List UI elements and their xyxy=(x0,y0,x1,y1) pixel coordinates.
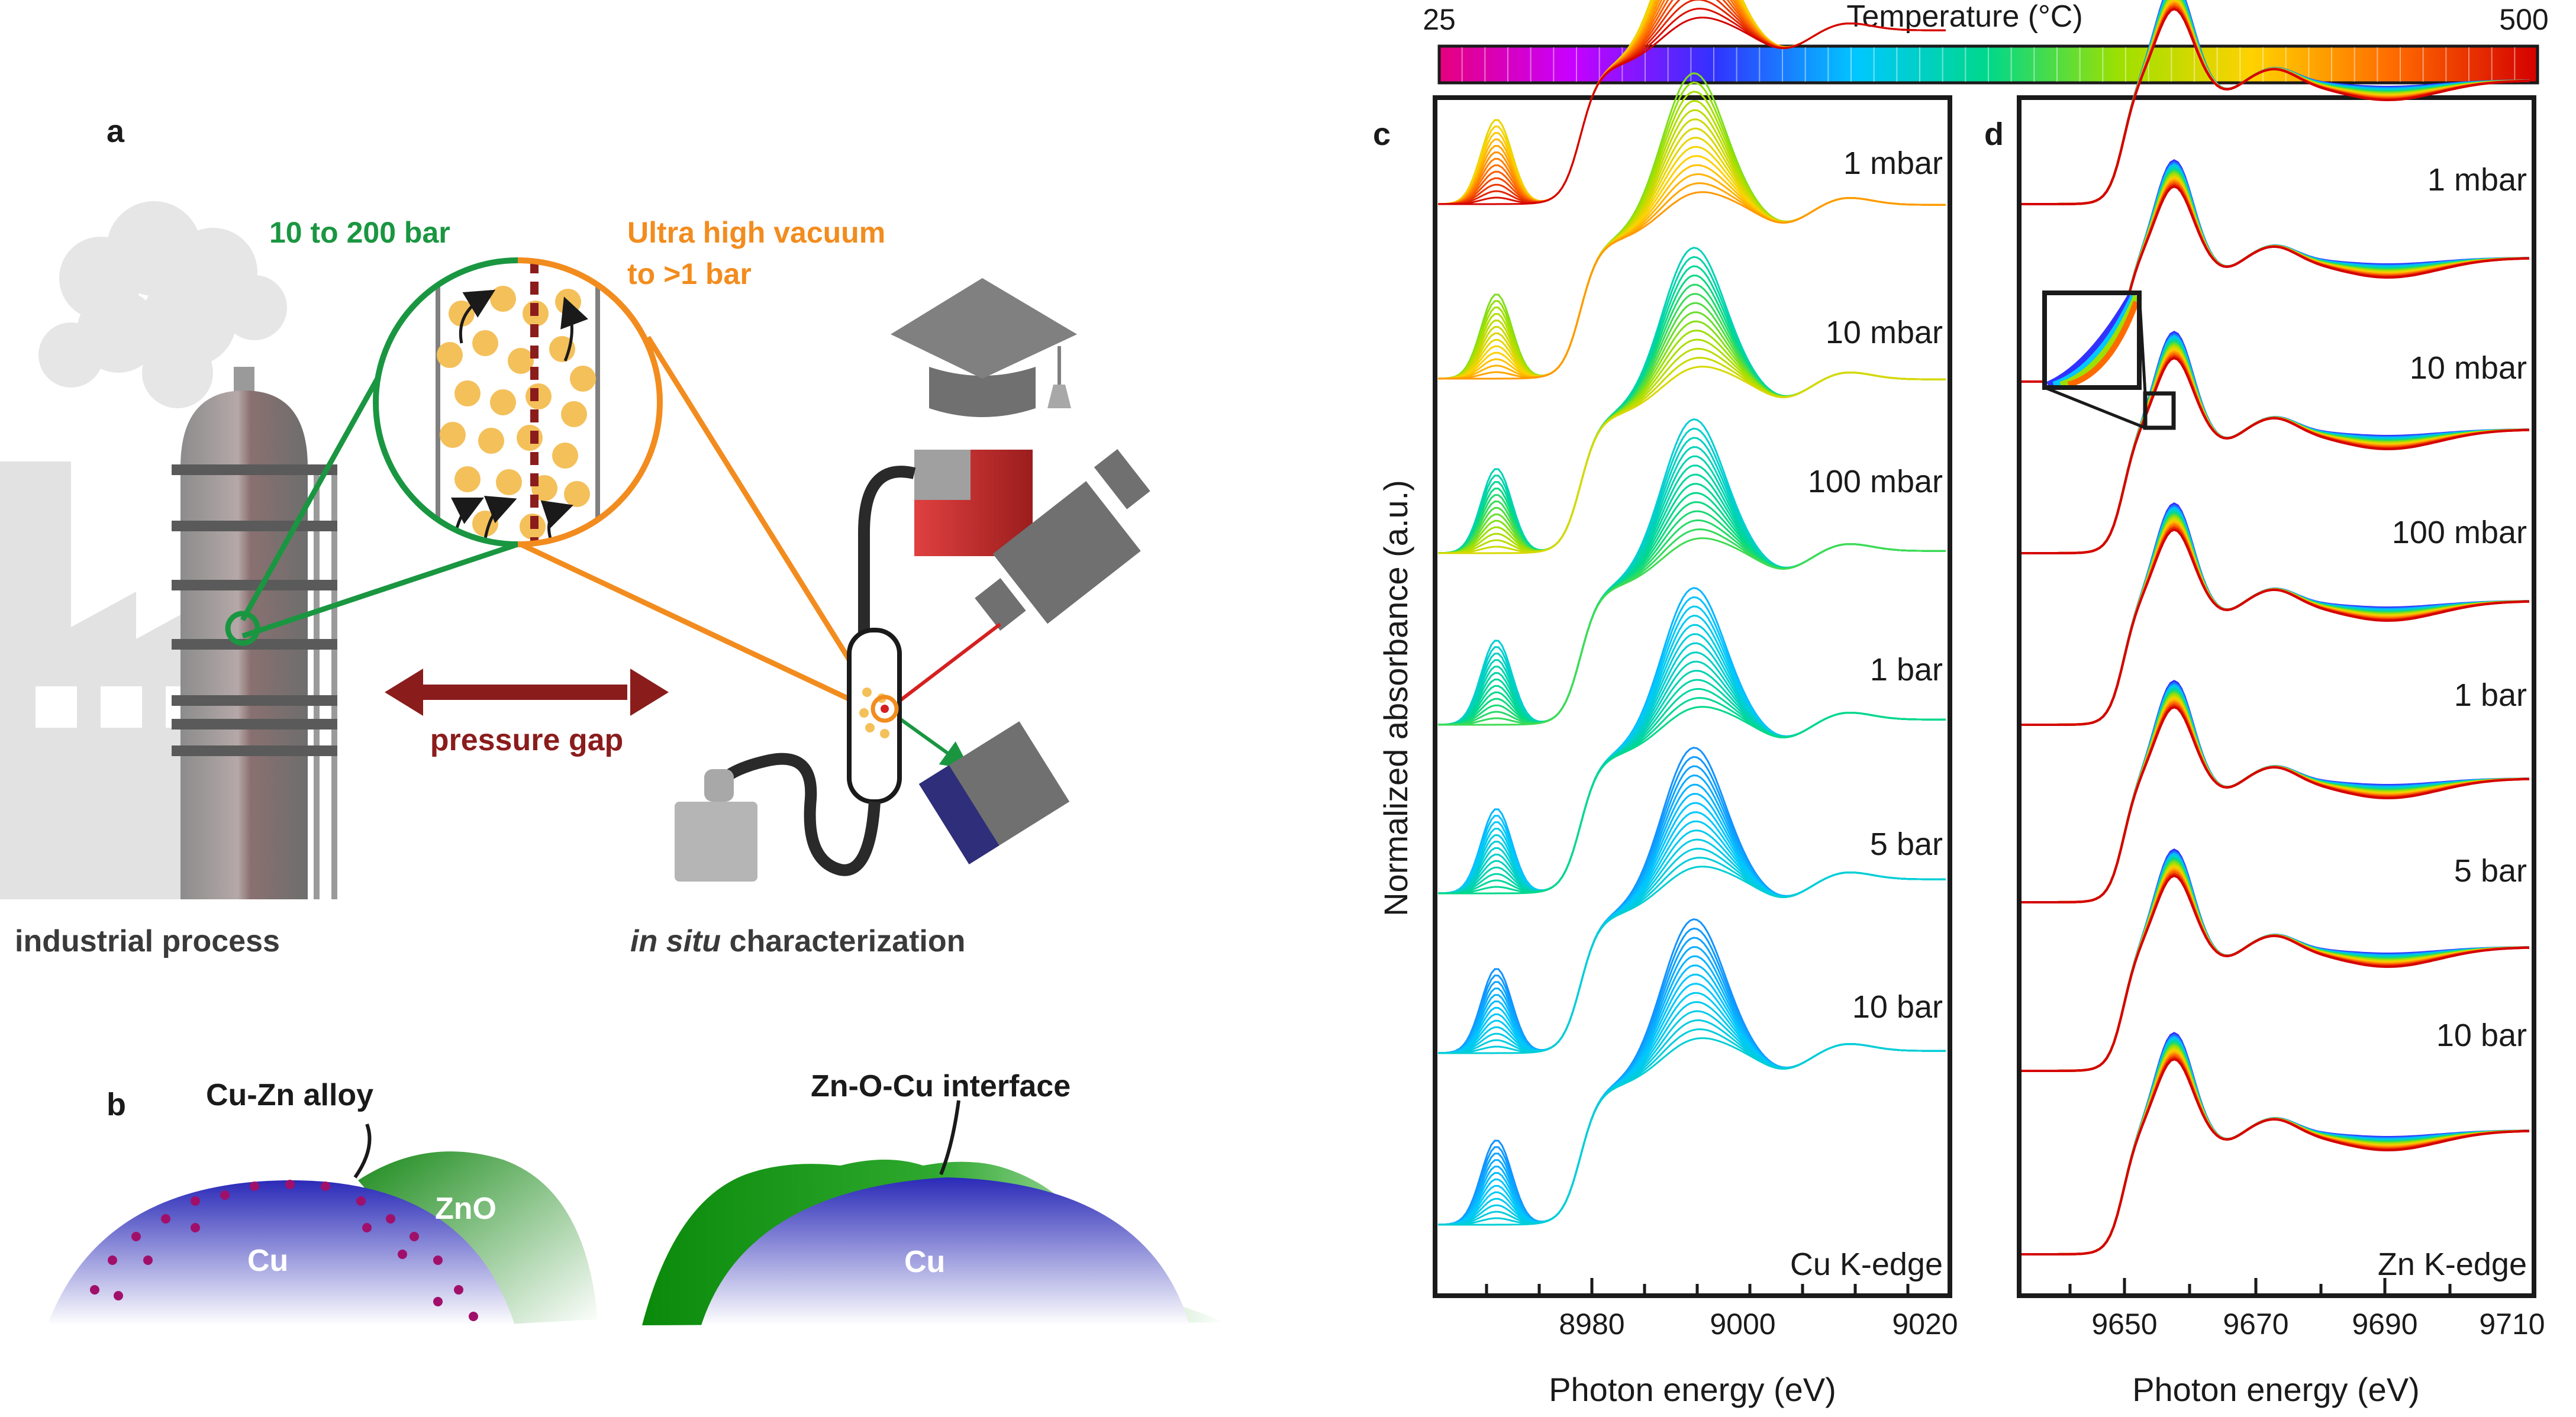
panel-d: d 1 mbar 10 mbar 100 mbar 1 bar 5 bar 10… xyxy=(1984,0,2545,1408)
zn-edge-label: Zn K-edge xyxy=(2378,1247,2527,1282)
temperature-colorbar: 25 500 Temperature (°C) xyxy=(1423,0,2549,85)
zn-spectrum-line xyxy=(2022,528,2530,726)
zn-pressure-label-10bar: 10 bar xyxy=(2436,1018,2527,1053)
zn-pressure-label-1mbar: 1 mbar xyxy=(2427,162,2527,198)
industrial-process-caption: industrial process xyxy=(15,924,280,958)
zn-pressure-label-10mbar: 10 mbar xyxy=(2410,350,2527,386)
gas-bottle-icon xyxy=(675,769,757,882)
cu-label-left: Cu xyxy=(247,1244,288,1278)
panel-c-tick-9020: 9020 xyxy=(1892,1308,1958,1341)
cu-spectrum-line xyxy=(1438,866,1946,1054)
low-pressure-label-line2: to >1 bar xyxy=(627,257,752,290)
catalyst-particles xyxy=(437,286,596,540)
fluorescence-detector-icon xyxy=(918,721,1070,864)
panel-c: c 1 mbar 10 mbar 100 mbar 1 bar 5 bar 10… xyxy=(1373,0,1958,1408)
zn-spectrum-line xyxy=(2022,1058,2530,1255)
zoom-line-green-lower xyxy=(241,541,519,639)
zoom-line-orange-lower xyxy=(520,541,880,716)
panel-d-x-title: Photon energy (eV) xyxy=(2132,1371,2420,1408)
panel-c-x-axis: 8980 9000 9020 Photon energy (eV) xyxy=(1485,1278,1958,1408)
cu-spectrum-line xyxy=(1438,706,1946,895)
panel-c-tick-8980: 8980 xyxy=(1559,1308,1624,1341)
reactor-sample-circle xyxy=(225,611,260,646)
panel-c-tick-9000: 9000 xyxy=(1710,1308,1775,1341)
panel-b-letter: b xyxy=(107,1087,126,1122)
in-situ-cell-icon xyxy=(847,628,902,804)
zn-spectrum-line xyxy=(2022,874,2530,1072)
cu-pressure-label-1mbar: 1 mbar xyxy=(1843,146,1943,181)
colorbar-ticks xyxy=(1461,47,2516,82)
panel-d-x-axis: 9650 9670 9690 9710 Photon energy (eV) xyxy=(2068,1278,2545,1408)
panel-d-tick-9690: 9690 xyxy=(2352,1308,2417,1341)
panel-d-tick-9650: 9650 xyxy=(2091,1308,2157,1341)
zoom-circle xyxy=(373,257,663,547)
cu-edge-label: Cu K-edge xyxy=(1790,1247,1943,1282)
panel-c-letter: c xyxy=(1373,117,1391,152)
cu-pressure-labels: 1 mbar 10 mbar 100 mbar 1 bar 5 bar 10 b… xyxy=(1808,146,1943,1025)
panel-d-tick-9670: 9670 xyxy=(2223,1308,2288,1341)
smoke-cloud-icon xyxy=(38,201,287,408)
panel-c-x-title: Photon energy (eV) xyxy=(1549,1371,1836,1408)
cu-pressure-label-100mbar: 100 mbar xyxy=(1808,464,1943,499)
cu-spectrum-line xyxy=(1438,537,1946,726)
low-pressure-label-line1: Ultra high vacuum xyxy=(627,216,885,249)
panel-a-letter: a xyxy=(107,114,125,149)
cu-spectrum-line xyxy=(1438,366,1946,554)
cu-spectra xyxy=(1437,0,1946,1226)
pressure-gap-arrow xyxy=(385,669,669,716)
zn-pressure-label-1bar: 1 bar xyxy=(2454,677,2527,713)
zno-label: ZnO xyxy=(435,1192,496,1226)
cu-label-right: Cu xyxy=(904,1245,945,1279)
cu-pressure-label-5bar: 5 bar xyxy=(1870,827,1943,862)
panel-d-letter: d xyxy=(1984,117,2004,152)
cu-spectrum-line xyxy=(1438,17,1946,205)
zn-pressure-label-5bar: 5 bar xyxy=(2454,853,2527,889)
colorbar-max-label: 500 xyxy=(2499,3,2548,36)
cu-spectrum-line xyxy=(1438,1037,1946,1226)
panel-a: a xyxy=(0,114,1150,958)
panel-b: b Cu-Zn alloy ZnO Cu Zn-O-Cu interfac xyxy=(47,1069,1225,1325)
factory-icon xyxy=(0,461,201,899)
zn-spectrum-line xyxy=(2022,8,2530,205)
alloy-pointer-line xyxy=(353,1123,372,1179)
zn-spectrum-line xyxy=(2022,706,2530,903)
panel-d-tick-9710: 9710 xyxy=(2479,1308,2545,1341)
zoom-line-green-upper xyxy=(240,353,393,622)
in-situ-caption: in situ characterization xyxy=(630,924,965,958)
zn-pressure-labels: 1 mbar 10 mbar 100 mbar 1 bar 5 bar 10 b… xyxy=(2392,162,2527,1053)
pressure-gap-label: pressure gap xyxy=(430,723,624,757)
cu-pressure-label-1bar: 1 bar xyxy=(1870,652,1943,687)
inset-zoom xyxy=(2042,290,2176,430)
zoom-line-orange-upper xyxy=(646,335,881,709)
zn-spectrum-line xyxy=(2022,357,2530,554)
xray-detector-icon xyxy=(975,449,1150,631)
high-pressure-label: 10 to 200 bar xyxy=(269,216,450,249)
beamline-source-icon xyxy=(914,450,1033,556)
cu-spectrum-line xyxy=(1438,191,1946,380)
colorbar-min-label: 25 xyxy=(1423,3,1456,36)
interface-pointer-line xyxy=(939,1100,960,1176)
graduation-cap-icon xyxy=(891,278,1077,417)
cu-pressure-label-10bar: 10 bar xyxy=(1852,989,1943,1025)
cu-pressure-label-10mbar: 10 mbar xyxy=(1826,315,1943,350)
in-situ-caption-italic: in situ xyxy=(630,924,721,958)
zn-o-cu-interface-label: Zn-O-Cu interface xyxy=(811,1069,1071,1103)
gas-line-bottom xyxy=(711,753,881,876)
zn-o-cu-interface-particle xyxy=(642,1160,1225,1325)
in-situ-caption-rest: characterization xyxy=(721,924,965,958)
zn-pressure-label-100mbar: 100 mbar xyxy=(2392,515,2527,550)
panel-c-frame xyxy=(1433,95,1952,1298)
xray-beam-line xyxy=(886,622,1001,712)
cu-zn-alloy-label: Cu-Zn alloy xyxy=(206,1078,373,1112)
colorbar-title: Temperature (°C) xyxy=(1846,0,2082,34)
y-axis-title: Normalized absorbance (a.u.) xyxy=(1377,480,1414,916)
cu-zn-alloy-particle xyxy=(47,1151,598,1325)
